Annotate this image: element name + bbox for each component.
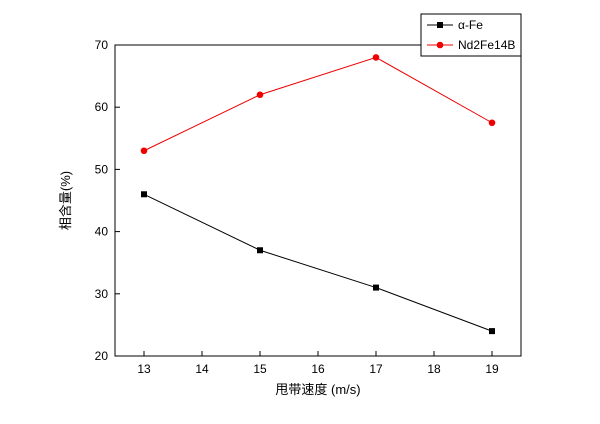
plot-area-border [114,44,522,357]
data-point-marker [141,191,147,198]
x-tick-label: 19 [485,362,499,376]
x-tick-label: 13 [137,362,151,376]
data-point-marker [257,247,263,254]
y-tick-label: 20 [95,349,109,363]
data-point-marker [489,328,495,335]
y-tick-label: 50 [95,162,109,176]
data-point-marker [372,54,380,61]
x-tick-label: 14 [195,362,209,376]
legend-label: α-Fe [458,18,483,32]
y-axis-title: 相含量(%) [58,171,73,230]
legend-marker [437,22,443,28]
data-point-marker [488,119,496,127]
x-tick-label: 15 [253,362,267,376]
series-line [143,193,493,332]
y-tick-label: 70 [95,38,109,52]
legend-box [420,13,522,57]
series-line [143,56,493,152]
x-tick-label: 18 [427,362,441,376]
data-point-marker [373,284,379,291]
x-tick-label: 16 [311,362,325,376]
y-tick-label: 30 [95,287,109,301]
x-tick-label: 17 [369,362,383,376]
legend-label: Nd2Fe14B [458,38,515,52]
legend-marker [436,41,444,49]
y-tick-label: 60 [95,100,109,114]
data-point-marker [256,91,264,99]
data-point-marker [140,147,148,155]
y-tick-label: 40 [95,225,109,239]
x-axis-title: 甩带速度 (m/s) [275,382,360,397]
